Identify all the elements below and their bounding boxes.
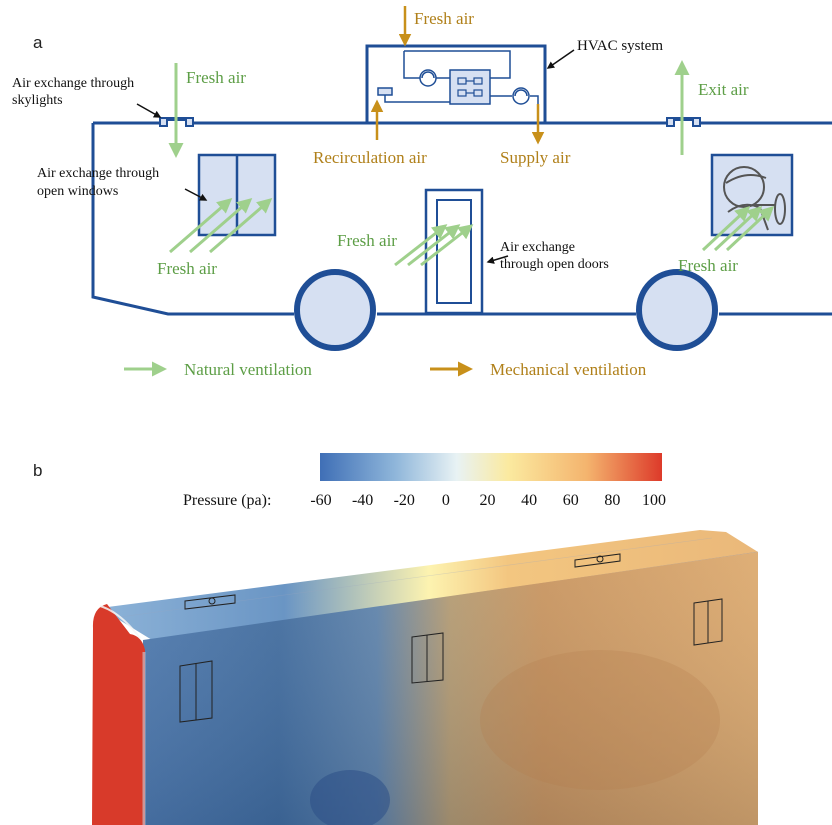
skylight-right bbox=[666, 117, 701, 127]
colorbar-tick-label: 80 bbox=[604, 492, 620, 509]
doors-label-line2: through open doors bbox=[500, 257, 609, 272]
driver-fresh-air-label: Fresh air bbox=[678, 256, 738, 275]
windows-label-line1: Air exchange through bbox=[37, 166, 159, 181]
skylights-label-line1: Air exchange through bbox=[12, 76, 134, 91]
open-windows bbox=[197, 153, 277, 237]
wheel-front bbox=[294, 269, 376, 351]
door-pointer-arrow bbox=[486, 255, 509, 264]
legend-mechanical-label: Mechanical ventilation bbox=[490, 360, 647, 379]
contour-windows bbox=[179, 598, 723, 723]
colorbar-ticks: -60 -40 -20 0 20 40 60 80 100 bbox=[310, 492, 666, 509]
window-pointer-arrow bbox=[184, 188, 208, 201]
open-door bbox=[424, 188, 484, 315]
skylight-fresh-air-label: Fresh air bbox=[186, 68, 246, 87]
hvac-pointer-arrow bbox=[546, 49, 575, 69]
skylight-pointer-arrow bbox=[136, 103, 162, 118]
door-fresh-air-arrows bbox=[394, 224, 474, 267]
hvac-unit bbox=[365, 44, 547, 125]
skylight-left bbox=[159, 117, 194, 127]
recirculation-air-label: Recirculation air bbox=[313, 148, 427, 167]
colorbar-tick-label: -20 bbox=[394, 492, 415, 509]
panel-a: a bbox=[12, 6, 832, 379]
panel-a-label: a bbox=[33, 33, 43, 52]
skylights-label-line2: skylights bbox=[12, 93, 63, 108]
colorbar-tick-label: -40 bbox=[352, 492, 373, 509]
colorbar-tick-label: -60 bbox=[310, 492, 331, 509]
colorbar-title: Pressure (pa): bbox=[183, 492, 271, 509]
supply-air-label: Supply air bbox=[500, 148, 571, 167]
doors-label-line1: Air exchange bbox=[500, 240, 575, 255]
windows-label-line2: open windows bbox=[37, 184, 118, 199]
colorbar-tick-label: 0 bbox=[442, 492, 450, 509]
driver-fresh-air-arrows bbox=[701, 205, 775, 252]
legend-natural-label: Natural ventilation bbox=[184, 360, 312, 379]
colorbar-tick-label: 100 bbox=[642, 492, 666, 509]
contour-roof-vents bbox=[184, 553, 621, 610]
pressure-contour-bus bbox=[92, 530, 759, 825]
driver-window bbox=[710, 153, 794, 237]
colorbar bbox=[320, 453, 662, 481]
hvac-fresh-air-label: Fresh air bbox=[414, 9, 474, 28]
exit-air-label: Exit air bbox=[698, 80, 749, 99]
colorbar-tick-label: 40 bbox=[521, 492, 537, 509]
colorbar-tick-label: 20 bbox=[480, 492, 496, 509]
window-fresh-air-label: Fresh air bbox=[157, 259, 217, 278]
door-fresh-air-label: Fresh air bbox=[337, 231, 397, 250]
legend: Natural ventilation Mechanical ventilati… bbox=[124, 360, 647, 379]
bus-body-outline bbox=[91, 121, 832, 316]
panel-b: b Pressure (pa): -60 -40 -20 0 20 40 60 80 100 bbox=[33, 453, 759, 825]
wheel-rear bbox=[636, 269, 718, 351]
colorbar-tick-label: 60 bbox=[563, 492, 579, 509]
contour-front bbox=[92, 604, 145, 825]
panel-b-label: b bbox=[33, 461, 42, 480]
window-fresh-air-arrows bbox=[169, 198, 273, 254]
hvac-system-label: HVAC system bbox=[577, 38, 663, 54]
